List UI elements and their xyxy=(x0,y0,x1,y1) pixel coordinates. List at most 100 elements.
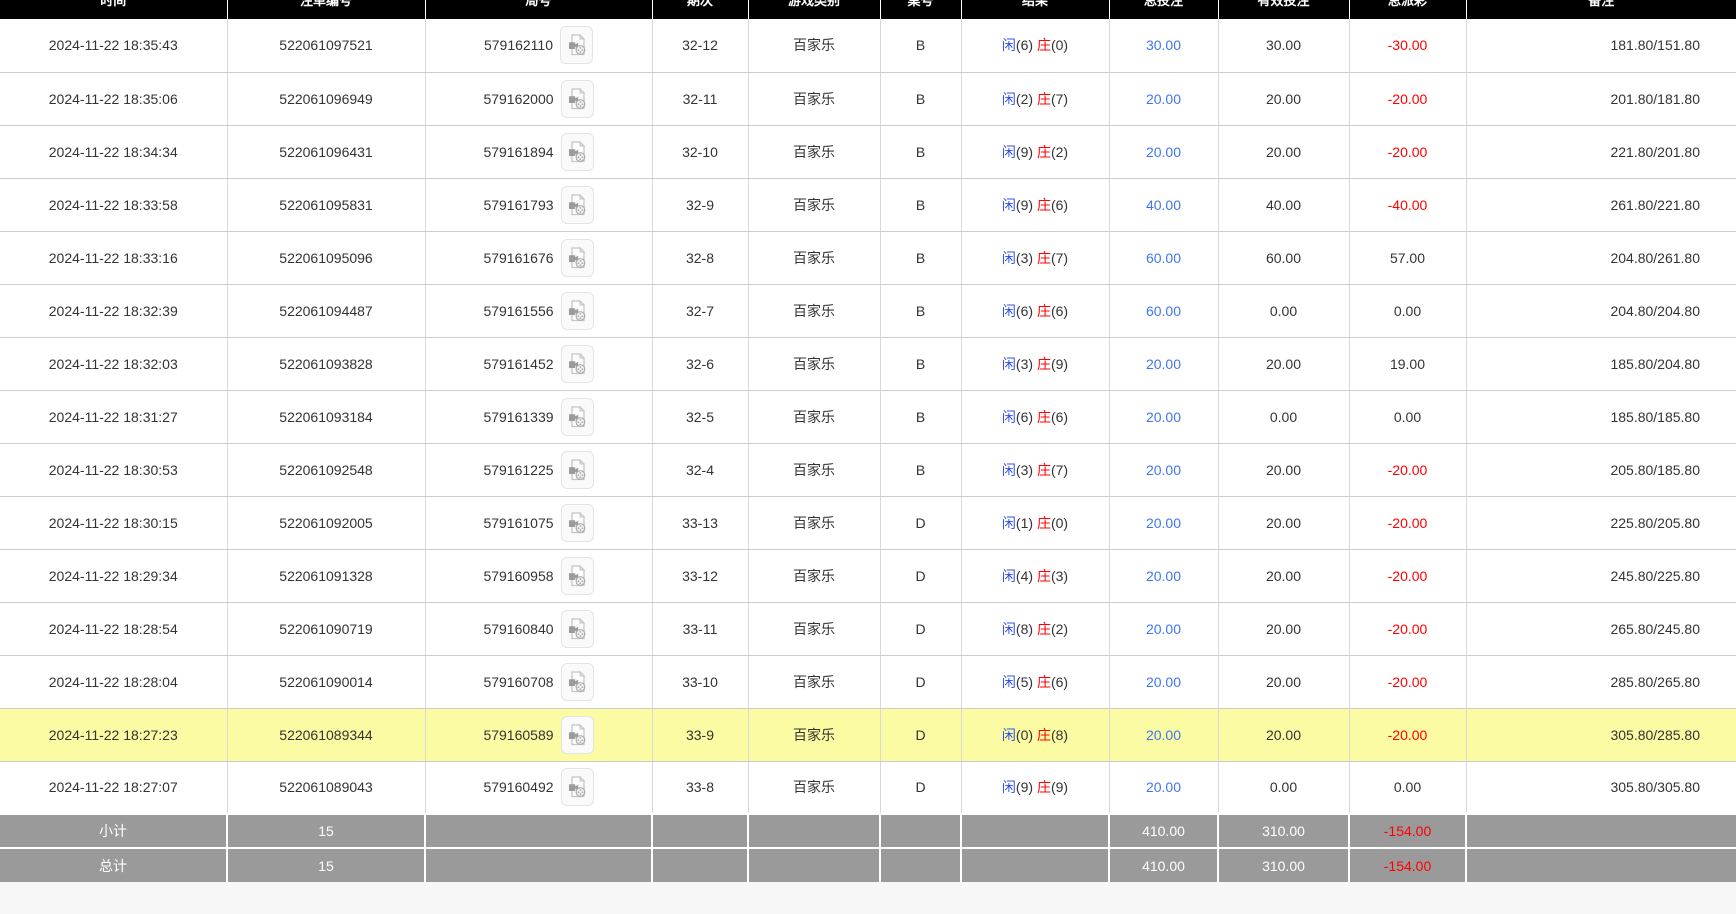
period-cell: 33-8 xyxy=(652,761,749,815)
video-record-icon[interactable] xyxy=(560,662,594,701)
total-bet-cell: 20.00 xyxy=(1109,125,1219,179)
table-number-cell: D xyxy=(880,496,962,550)
time-cell: 2024-11-22 18:28:54 xyxy=(0,602,228,656)
time-cell: 2024-11-22 18:33:16 xyxy=(0,231,228,285)
video-record-icon[interactable] xyxy=(560,238,594,277)
time-cell: 2024-11-22 18:30:15 xyxy=(0,496,228,550)
total-bet-link[interactable]: 60.00 xyxy=(1145,302,1182,319)
total-bet-link[interactable]: 40.00 xyxy=(1145,196,1182,213)
valid-bet-cell: 20.00 xyxy=(1218,72,1350,126)
banker-result-label: 庄 xyxy=(1036,90,1051,107)
game-type-cell: 百家乐 xyxy=(748,125,881,179)
total-bet-link[interactable]: 20.00 xyxy=(1145,408,1182,425)
video-record-icon[interactable] xyxy=(560,397,594,436)
col-header-payout: 总派彩 xyxy=(1349,0,1467,19)
game-type-cell: 百家乐 xyxy=(748,19,881,73)
game-type-cell: 百家乐 xyxy=(748,178,881,232)
col-header-total-bet: 总投注 xyxy=(1109,0,1219,19)
result-cell: 闲(6) 庄(6) xyxy=(961,390,1110,444)
round-id-cell: 579161894 xyxy=(425,125,653,179)
result-cell: 闲(9) 庄(9) xyxy=(961,761,1110,815)
player-result-label: 闲 xyxy=(1001,514,1016,531)
video-record-icon[interactable] xyxy=(560,450,594,489)
total-bet-link[interactable]: 20.00 xyxy=(1145,567,1182,584)
banker-result-label: 庄 xyxy=(1036,461,1051,478)
round-id-cell: 579160708 xyxy=(425,655,653,709)
total-bet-link[interactable]: 20.00 xyxy=(1145,143,1182,160)
table-row[interactable]: 2024-11-22 18:35:43 522061097521 5791621… xyxy=(0,19,1736,73)
total-bet-link[interactable]: 20.00 xyxy=(1145,620,1182,637)
table-row[interactable]: 2024-11-22 18:32:39 522061094487 5791615… xyxy=(0,284,1736,338)
total-bet-link[interactable]: 20.00 xyxy=(1145,779,1182,796)
total-bet-link[interactable]: 20.00 xyxy=(1145,90,1182,107)
table-row[interactable]: 2024-11-22 18:35:06 522061096949 5791620… xyxy=(0,72,1736,126)
video-record-icon[interactable] xyxy=(560,768,594,807)
total-bet-link[interactable]: 20.00 xyxy=(1145,461,1182,478)
round-id-text: 579161452 xyxy=(483,355,554,372)
total-bet-link[interactable]: 20.00 xyxy=(1145,726,1182,743)
video-record-icon[interactable] xyxy=(560,609,594,648)
total-bet-cell: 20.00 xyxy=(1109,708,1219,762)
game-type-cell: 百家乐 xyxy=(748,761,881,815)
valid-bet-cell: 0.00 xyxy=(1218,390,1350,444)
table-header-row: 时间 注单编号 局号 期次 游戏类别 桌号 结果 总投注 有效投注 总派彩 备注 xyxy=(0,0,1736,19)
table-row[interactable]: 2024-11-22 18:31:27 522061093184 5791613… xyxy=(0,390,1736,444)
bet-id-cell: 522061095096 xyxy=(227,231,426,285)
video-record-icon[interactable] xyxy=(560,132,594,171)
video-record-icon[interactable] xyxy=(560,344,594,383)
table-row[interactable]: 2024-11-22 18:28:54 522061090719 5791608… xyxy=(0,602,1736,656)
table-row[interactable]: 2024-11-22 18:27:07 522061089043 5791604… xyxy=(0,761,1736,815)
player-result-value: (3) xyxy=(1015,461,1034,478)
total-bet-link[interactable]: 20.00 xyxy=(1145,673,1182,690)
bet-records-table: 时间 注单编号 局号 期次 游戏类别 桌号 结果 总投注 有效投注 总派彩 备注… xyxy=(0,0,1736,882)
table-row[interactable]: 2024-11-22 18:30:53 522061092548 5791612… xyxy=(0,443,1736,497)
player-result-label: 闲 xyxy=(1001,779,1016,796)
video-record-icon[interactable] xyxy=(560,26,594,65)
total-bet-link[interactable]: 60.00 xyxy=(1145,249,1182,266)
time-cell: 2024-11-22 18:34:34 xyxy=(0,125,228,179)
table-number-cell: B xyxy=(880,284,962,338)
video-record-icon[interactable] xyxy=(560,185,594,224)
total-bet-link[interactable]: 20.00 xyxy=(1145,355,1182,372)
table-number-cell: B xyxy=(880,337,962,391)
table-row[interactable]: 2024-11-22 18:34:34 522061096431 5791618… xyxy=(0,125,1736,179)
table-row[interactable]: 2024-11-22 18:33:16 522061095096 5791616… xyxy=(0,231,1736,285)
table-row[interactable]: 2024-11-22 18:27:23 522061089344 5791605… xyxy=(0,708,1736,762)
valid-bet-cell: 30.00 xyxy=(1218,19,1350,73)
payout-cell: -30.00 xyxy=(1349,19,1467,73)
payout-cell: 0.00 xyxy=(1349,284,1467,338)
video-record-icon[interactable] xyxy=(560,556,594,595)
table-row[interactable]: 2024-11-22 18:29:34 522061091328 5791609… xyxy=(0,549,1736,603)
player-result-label: 闲 xyxy=(1001,302,1016,319)
round-id-text: 579160589 xyxy=(483,726,554,743)
result-cell: 闲(3) 庄(9) xyxy=(961,337,1110,391)
table-row[interactable]: 2024-11-22 18:28:04 522061090014 5791607… xyxy=(0,655,1736,709)
banker-result-value: (9) xyxy=(1050,355,1069,372)
video-record-icon[interactable] xyxy=(560,503,594,542)
round-id-text: 579162000 xyxy=(483,90,554,107)
round-id-cell: 579161676 xyxy=(425,231,653,285)
video-record-icon[interactable] xyxy=(560,79,594,118)
payout-cell: -20.00 xyxy=(1349,496,1467,550)
player-result-label: 闲 xyxy=(1001,143,1016,160)
table-number-cell: D xyxy=(880,708,962,762)
remark-cell: 221.80/201.80 xyxy=(1466,125,1736,179)
total-bet-link[interactable]: 30.00 xyxy=(1145,37,1182,54)
video-record-icon[interactable] xyxy=(560,291,594,330)
total-valid-bet: 310.00 xyxy=(1218,847,1350,882)
total-total-bet: 410.00 xyxy=(1109,847,1219,882)
time-cell: 2024-11-22 18:35:43 xyxy=(0,19,228,73)
time-cell: 2024-11-22 18:29:34 xyxy=(0,549,228,603)
banker-result-value: (7) xyxy=(1050,90,1069,107)
table-row[interactable]: 2024-11-22 18:32:03 522061093828 5791614… xyxy=(0,337,1736,391)
round-id-cell: 579161339 xyxy=(425,390,653,444)
round-id-cell: 579162110 xyxy=(425,19,653,73)
player-result-label: 闲 xyxy=(1001,196,1016,213)
video-record-icon[interactable] xyxy=(560,715,594,754)
table-row[interactable]: 2024-11-22 18:30:15 522061092005 5791610… xyxy=(0,496,1736,550)
bet-id-cell: 522061091328 xyxy=(227,549,426,603)
total-bet-link[interactable]: 20.00 xyxy=(1145,514,1182,531)
game-type-cell: 百家乐 xyxy=(748,443,881,497)
banker-result-label: 庄 xyxy=(1036,302,1051,319)
table-row[interactable]: 2024-11-22 18:33:58 522061095831 5791617… xyxy=(0,178,1736,232)
